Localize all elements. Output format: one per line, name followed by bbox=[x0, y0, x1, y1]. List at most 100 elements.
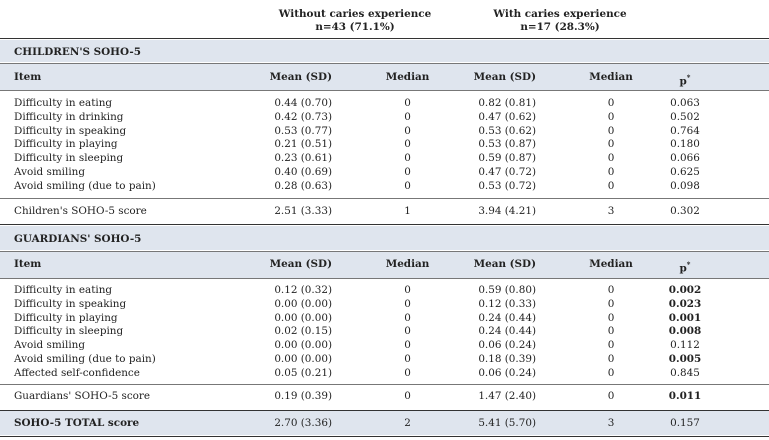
total-median-1: 2 bbox=[404, 417, 411, 429]
row-mean-2: 0.82 (0.81) bbox=[478, 97, 536, 109]
row-median-1: 0 bbox=[404, 179, 411, 192]
row-mean-1: 0.40 (0.69) bbox=[274, 166, 332, 178]
row-median-2: 0 bbox=[607, 110, 615, 123]
row-median-2: 0 bbox=[607, 284, 615, 296]
row-median-2: 0 bbox=[607, 97, 615, 109]
col-median-2: Median bbox=[589, 258, 633, 270]
row-p: 0.098 bbox=[670, 179, 700, 192]
row-item: Difficulty in eating bbox=[14, 97, 113, 109]
group1-title: Without caries experience bbox=[278, 8, 432, 20]
row-p: 0.023 bbox=[668, 297, 702, 310]
col-item: Item bbox=[14, 258, 42, 270]
row-mean-1: 0.05 (0.21) bbox=[274, 366, 332, 379]
col-mean-sd-2: Mean (SD) bbox=[473, 71, 536, 83]
row-median-1: 0 bbox=[404, 353, 411, 365]
row-p: 0.066 bbox=[670, 152, 700, 165]
col-p-sup: * bbox=[686, 73, 691, 82]
row-item: Difficulty in eating bbox=[14, 284, 113, 296]
row-item: Affected self-confidence bbox=[14, 366, 140, 379]
row-mean-1: 0.00 (0.00) bbox=[274, 297, 332, 310]
guardians-header-rule bbox=[0, 278, 769, 279]
row-median-2: 0 bbox=[607, 366, 615, 379]
row-item: Difficulty in sleeping bbox=[14, 152, 124, 165]
group2-header: With caries experience n=17 (28.3%) bbox=[480, 8, 640, 34]
row-median-2: 0 bbox=[607, 339, 615, 352]
score-median-1: 0 bbox=[404, 390, 411, 402]
row-mean-2: 0.59 (0.87) bbox=[478, 152, 536, 165]
row-median-2: 0 bbox=[607, 311, 615, 324]
group2-n: n=17 (28.3%) bbox=[520, 21, 600, 33]
children-section-rule bbox=[0, 63, 769, 64]
row-mean-2: 0.53 (0.72) bbox=[478, 179, 536, 192]
row-median-1: 0 bbox=[404, 152, 411, 165]
score-p: 0.302 bbox=[670, 205, 700, 217]
row-mean-2: 0.53 (0.62) bbox=[478, 124, 536, 137]
col-p: p* bbox=[660, 71, 710, 88]
row-p: 0.002 bbox=[668, 284, 702, 296]
row-item: Difficulty in sleeping bbox=[14, 325, 124, 338]
row-p: 0.845 bbox=[670, 366, 700, 379]
total-mean-1: 2.70 (3.36) bbox=[274, 417, 332, 429]
total-p: 0.157 bbox=[670, 417, 700, 429]
row-mean-1: 0.00 (0.00) bbox=[274, 311, 332, 324]
total-median-2: 3 bbox=[607, 417, 615, 429]
row-median-1: 0 bbox=[404, 166, 411, 178]
row-item: Avoid smiling bbox=[14, 166, 85, 178]
col-p-label: p bbox=[679, 262, 687, 275]
row-median-2: 0 bbox=[607, 152, 615, 165]
children-header-rule bbox=[0, 90, 769, 91]
row-mean-1: 0.53 (0.77) bbox=[274, 124, 332, 137]
row-p: 0.180 bbox=[670, 138, 700, 151]
col-mean-sd-2: Mean (SD) bbox=[473, 258, 536, 270]
row-mean-2: 0.06 (0.24) bbox=[478, 339, 536, 352]
children-score-rule bbox=[0, 198, 769, 199]
row-median-2: 0 bbox=[607, 353, 615, 365]
row-item: Avoid smiling (due to pain) bbox=[14, 179, 156, 192]
total-mean-2: 5.41 (5.70) bbox=[478, 417, 536, 429]
total-item: SOHO-5 TOTAL score bbox=[14, 417, 140, 429]
row-median-1: 0 bbox=[404, 110, 411, 123]
row-mean-1: 0.28 (0.63) bbox=[274, 179, 332, 192]
row-median-2: 0 bbox=[607, 297, 615, 310]
guardians-section-rule bbox=[0, 251, 769, 252]
row-median-1: 0 bbox=[404, 138, 411, 151]
row-item: Difficulty in speaking bbox=[14, 297, 127, 310]
score-mean-1: 0.19 (0.39) bbox=[274, 390, 332, 402]
col-p: p* bbox=[660, 258, 710, 275]
group1-n: n=43 (71.1%) bbox=[315, 21, 395, 33]
row-mean-1: 0.23 (0.61) bbox=[274, 152, 332, 165]
score-median-2: 0 bbox=[607, 390, 615, 402]
row-p: 0.008 bbox=[668, 325, 702, 338]
children-section-band bbox=[0, 40, 769, 62]
row-mean-1: 0.00 (0.00) bbox=[274, 353, 332, 365]
row-p: 0.005 bbox=[668, 353, 702, 365]
score-item: Guardians' SOHO-5 score bbox=[14, 390, 151, 402]
row-median-1: 0 bbox=[404, 339, 411, 352]
total-band bbox=[0, 411, 769, 435]
row-median-1: 0 bbox=[404, 97, 411, 109]
guardians-section-band bbox=[0, 226, 769, 250]
group1-header: Without caries experience n=43 (71.1%) bbox=[270, 8, 440, 34]
children-end-rule bbox=[0, 224, 769, 225]
score-mean-1: 2.51 (3.33) bbox=[274, 205, 332, 217]
col-item: Item bbox=[14, 71, 42, 83]
row-mean-2: 0.47 (0.62) bbox=[478, 110, 536, 123]
row-item: Avoid smiling bbox=[14, 339, 85, 352]
row-mean-1: 0.44 (0.70) bbox=[274, 97, 332, 109]
col-median-1: Median bbox=[385, 258, 430, 270]
row-mean-2: 0.47 (0.72) bbox=[478, 166, 536, 178]
col-p-sup: * bbox=[686, 260, 691, 269]
top-rule bbox=[0, 38, 769, 39]
row-median-2: 0 bbox=[607, 166, 615, 178]
row-mean-1: 0.21 (0.51) bbox=[274, 138, 332, 151]
group2-title: With caries experience bbox=[493, 8, 627, 20]
bottom-rule bbox=[0, 436, 769, 437]
row-mean-2: 0.06 (0.24) bbox=[478, 366, 536, 379]
col-mean-sd-1: Mean (SD) bbox=[269, 258, 332, 270]
row-median-2: 0 bbox=[607, 179, 615, 192]
score-mean-2: 1.47 (2.40) bbox=[478, 390, 536, 402]
guardians-score-rule bbox=[0, 384, 769, 385]
row-mean-2: 0.12 (0.33) bbox=[478, 297, 536, 310]
children-columns-band bbox=[0, 64, 769, 90]
row-mean-1: 0.42 (0.73) bbox=[274, 110, 332, 123]
